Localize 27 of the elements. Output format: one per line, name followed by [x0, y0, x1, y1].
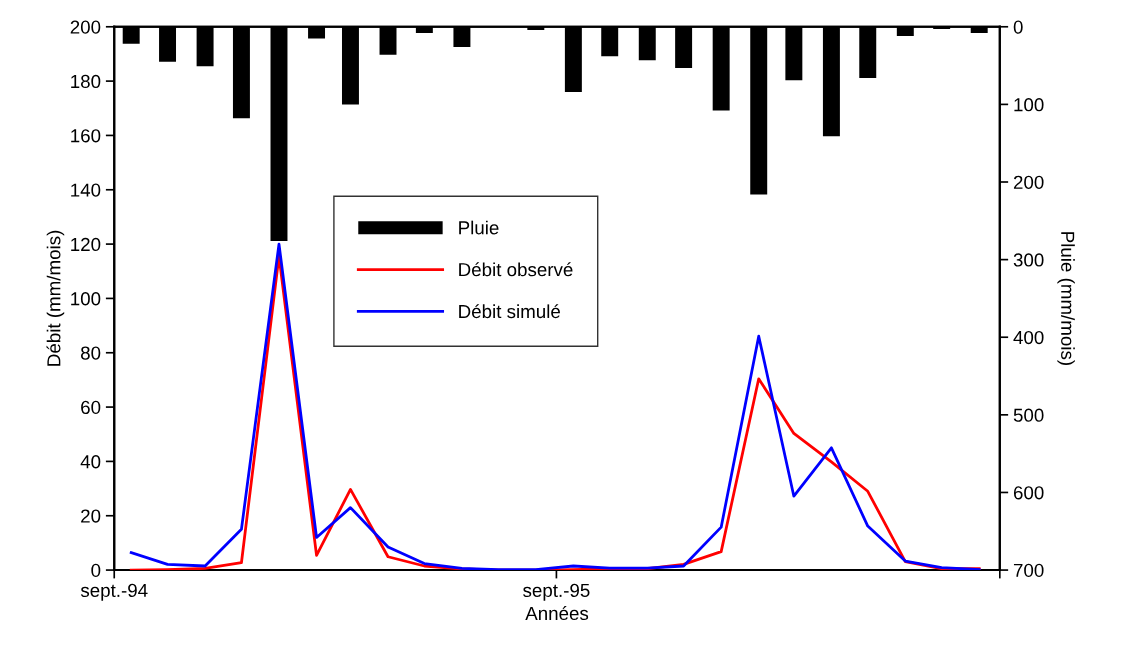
y-axis-title: Débit (mm/mois) — [46, 230, 65, 366]
y2-tick-label: 400 — [1013, 330, 1044, 345]
y-tick-label: 40 — [80, 455, 101, 469]
y-tick-label: 100 — [71, 292, 101, 306]
y-tick-label: 140 — [71, 183, 101, 197]
y-tick-label: 180 — [71, 74, 101, 89]
x-tick-label: sept.-94 — [80, 583, 148, 601]
y2-tick-label: 700 — [1013, 563, 1044, 578]
x-axis-title: Années — [525, 606, 589, 621]
y-tick-label: 200 — [70, 20, 101, 34]
y2-tick-label: 100 — [1014, 98, 1044, 112]
x-tick-label: sept.-95 — [523, 583, 590, 601]
y-tick-label: 80 — [81, 346, 101, 360]
y2-tick-label: 0 — [1013, 20, 1023, 34]
y-tick-label: 0 — [91, 563, 101, 578]
y-tick-label: 120 — [71, 237, 101, 252]
legend-label: Pluie — [459, 220, 499, 235]
y-tick-label: 160 — [71, 129, 101, 143]
y-tick-label: 20 — [81, 509, 101, 523]
y2-tick-label: 600 — [1013, 486, 1044, 500]
legend-label: Débit observé — [459, 262, 573, 277]
legend-label: Débit simulé — [459, 304, 560, 319]
y2-axis-title: Pluie (mm/mois) — [1057, 232, 1075, 365]
y2-tick-label: 300 — [1013, 253, 1044, 267]
y-tick-label: 60 — [81, 400, 101, 415]
y2-tick-label: 500 — [1013, 408, 1044, 422]
y2-tick-label: 200 — [1013, 175, 1044, 189]
